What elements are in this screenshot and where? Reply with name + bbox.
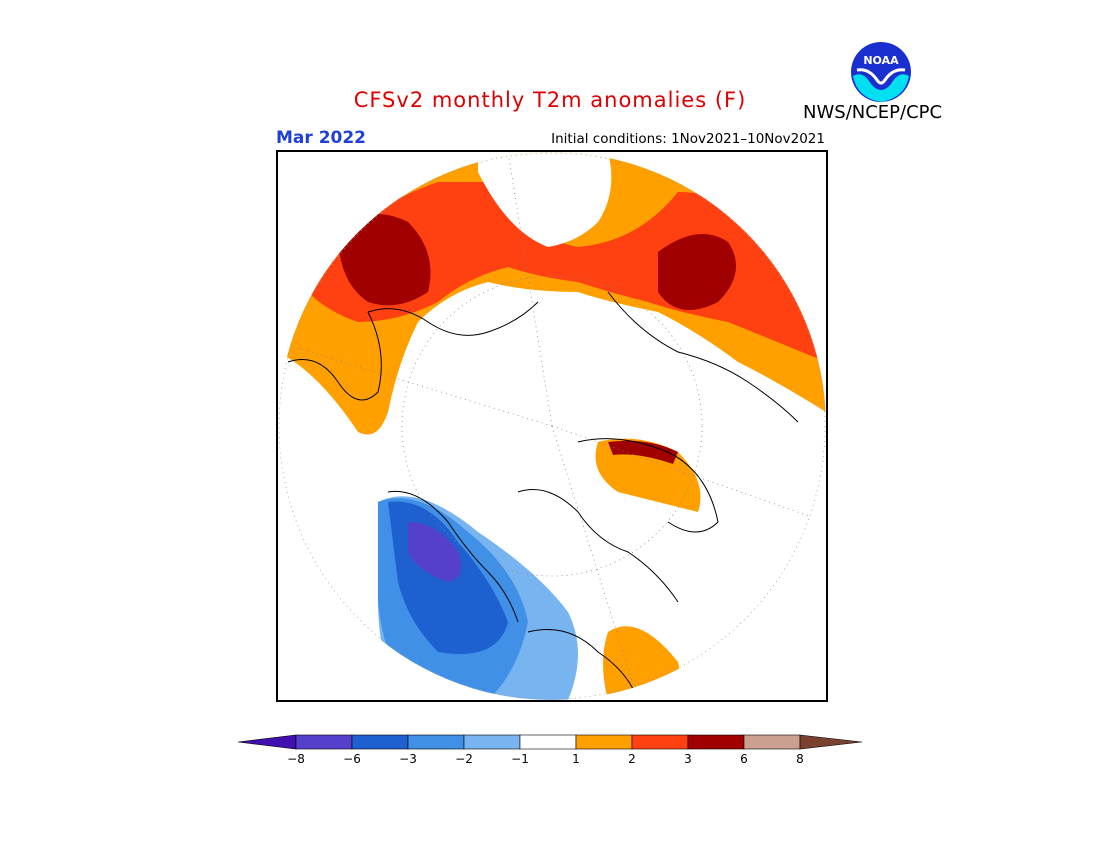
colorbar-tick: 8: [796, 752, 804, 766]
graticule: [278, 152, 826, 700]
map-panel: [276, 150, 828, 702]
coastlines: [287, 291, 799, 700]
colorbar: [238, 734, 862, 750]
warm-anomaly-red: [308, 182, 826, 362]
initial-conditions: Initial conditions: 1Nov2021–10Nov2021: [551, 131, 825, 147]
colorbar-tick: −1: [511, 752, 529, 766]
colorbar-bin: [687, 734, 745, 750]
colorbar-tick: −2: [455, 752, 473, 766]
cool-anomaly-purple: [408, 522, 462, 582]
colorbar-tick: −6: [343, 752, 361, 766]
noaa-logo: NOAA: [851, 42, 911, 102]
colorbar-tick: −3: [399, 752, 417, 766]
colorbar-bin: [463, 734, 521, 750]
colorbar-bin: [295, 734, 353, 750]
polar-map: [278, 152, 826, 700]
colorbar-bin: [407, 734, 465, 750]
colorbar-right-arrow: [799, 734, 862, 750]
colorbar-bin: [351, 734, 409, 750]
map-title: CFSv2 monthly T2m anomalies (F): [353, 88, 747, 112]
colorbar-bin: [631, 734, 689, 750]
logo-text: NOAA: [863, 54, 899, 67]
colorbar-bin: [575, 734, 633, 750]
colorbar-tick: 2: [628, 752, 636, 766]
colorbar-tick: 1: [572, 752, 580, 766]
colorbar-tick: 6: [740, 752, 748, 766]
colorbar-bin: [519, 734, 577, 750]
warm-anomaly-dark-red-siberia: [658, 234, 736, 310]
colorbar-tick: 3: [684, 752, 692, 766]
colorbar-bin: [743, 734, 801, 750]
colorbar-tick: −8: [287, 752, 305, 766]
colorbar-left-arrow: [238, 734, 297, 750]
agency-label: NWS/NCEP/CPC: [803, 102, 943, 123]
valid-month: Mar 2022: [276, 128, 367, 148]
warm-anomaly-dark-red-europe: [338, 214, 431, 306]
